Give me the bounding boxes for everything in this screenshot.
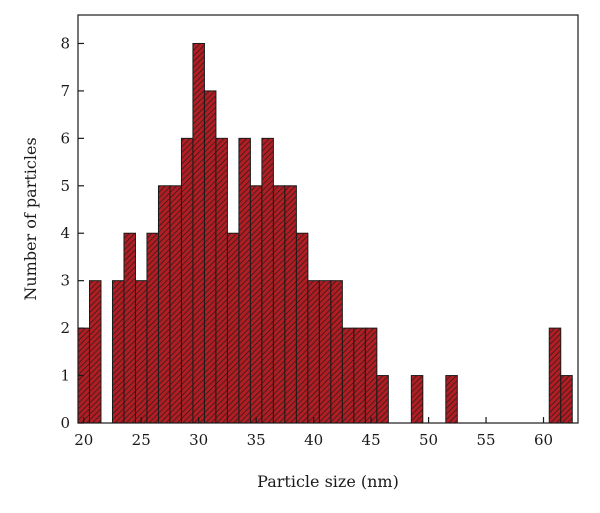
histogram-bar xyxy=(180,137,194,424)
x-tick-label: 20 xyxy=(74,431,93,449)
histogram-bar xyxy=(295,232,309,424)
histogram-bar xyxy=(169,185,182,424)
histogram-bar xyxy=(272,185,286,424)
x-tick-label: 45 xyxy=(362,431,381,449)
histogram-bar xyxy=(111,280,125,424)
y-tick-label: 2 xyxy=(60,319,70,337)
y-tick-label: 4 xyxy=(60,224,70,242)
histogram-bar xyxy=(157,185,171,424)
x-tick-label: 60 xyxy=(534,431,553,449)
x-axis-title: Particle size (nm) xyxy=(257,472,399,491)
histogram-bar xyxy=(284,185,297,424)
plot-frame xyxy=(77,14,579,424)
y-tick-label: 5 xyxy=(60,177,70,195)
histogram-bar xyxy=(318,280,332,424)
histogram-bar xyxy=(376,375,389,424)
x-tick-label: 35 xyxy=(247,431,266,449)
histogram-bar xyxy=(123,232,136,424)
x-tick-label: 50 xyxy=(419,431,438,449)
y-axis-title: Number of particles xyxy=(21,137,40,300)
histogram-bar xyxy=(341,327,355,424)
histogram-bar xyxy=(192,42,205,424)
histogram-bar xyxy=(307,280,320,424)
bars-group xyxy=(77,42,573,424)
x-axis-ticks: 20 25 30 35 40 45 50 55 60 xyxy=(74,417,553,449)
histogram-bar xyxy=(261,137,274,424)
y-tick-label: 6 xyxy=(60,129,70,147)
histogram-bar xyxy=(226,232,240,424)
histogram-bar xyxy=(548,327,562,424)
y-tick-label: 7 xyxy=(60,82,70,100)
histogram-bar xyxy=(410,375,424,424)
histogram-bar xyxy=(88,280,102,424)
y-tick-label: 3 xyxy=(60,272,70,290)
histogram-bar xyxy=(203,90,217,424)
x-tick-label: 30 xyxy=(189,431,208,449)
histogram-bar xyxy=(353,327,366,424)
histogram-bar xyxy=(364,327,378,424)
histogram-bar xyxy=(330,280,343,424)
x-tick-label: 40 xyxy=(304,431,323,449)
histogram-bar xyxy=(134,280,148,424)
y-tick-label: 1 xyxy=(60,367,70,385)
histogram-bar xyxy=(560,375,573,424)
histogram-bar xyxy=(238,137,251,424)
y-tick-label: 8 xyxy=(60,34,70,52)
x-tick-label: 25 xyxy=(132,431,151,449)
histogram-bar xyxy=(146,232,159,424)
histogram-bar xyxy=(445,375,458,424)
y-axis-ticks: 0 1 2 3 4 5 6 7 8 xyxy=(60,34,84,432)
histogram-bar xyxy=(249,185,263,424)
y-tick-label: 0 xyxy=(60,414,70,432)
x-tick-label: 55 xyxy=(476,431,495,449)
histogram-bar xyxy=(215,137,228,424)
